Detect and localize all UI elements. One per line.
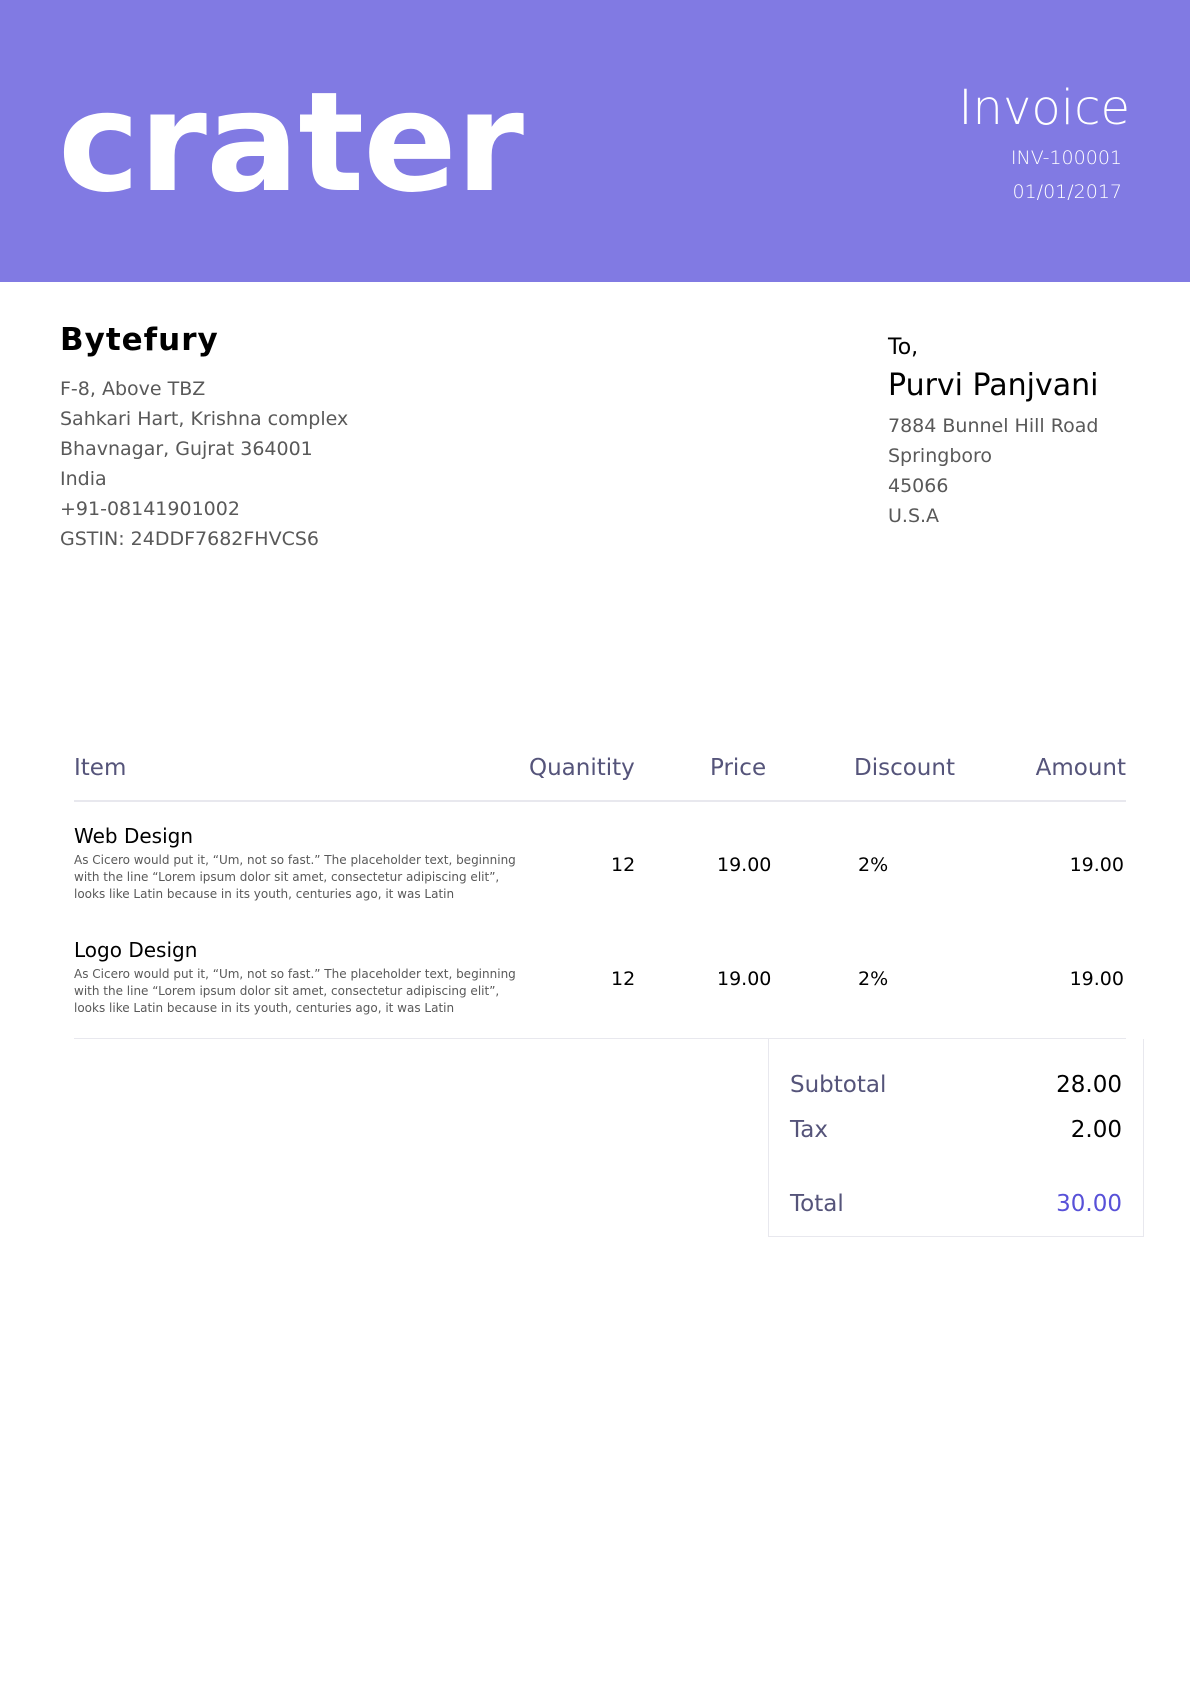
column-header-amount: Amount xyxy=(1035,755,1126,781)
totals-box xyxy=(768,1039,1144,1237)
column-header-quantity: Quanitity xyxy=(529,755,635,781)
column-header-item: Item xyxy=(74,755,127,781)
address-line: Springboro xyxy=(888,445,993,467)
tax-label: Tax xyxy=(790,1117,828,1143)
customer-name: Purvi Panjvani xyxy=(888,368,1099,403)
total-label: Total xyxy=(790,1191,844,1217)
item-discount: 2% xyxy=(858,968,889,990)
total-value: 30.00 xyxy=(1056,1191,1122,1217)
company-phone: +91-08141901002 xyxy=(60,498,240,520)
subtotal-value: 28.00 xyxy=(1056,1072,1122,1098)
address-line: U.S.A xyxy=(888,505,940,527)
address-line: 45066 xyxy=(888,475,949,497)
invoice-title: Invoice xyxy=(958,80,1130,136)
invoice-number: INV-100001 xyxy=(1010,147,1122,169)
item-discount: 2% xyxy=(858,854,889,876)
item-amount: 19.00 xyxy=(1069,968,1124,990)
item-quantity: 12 xyxy=(611,854,636,876)
subtotal-label: Subtotal xyxy=(790,1072,887,1098)
invoice-date: 01/01/2017 xyxy=(1012,181,1122,203)
item-quantity: 12 xyxy=(611,968,636,990)
to-label: To, xyxy=(888,335,919,360)
address-line: 7884 Bunnel Hill Road xyxy=(888,415,1099,437)
item-description: As Cicero would put it, “Um, not so fast… xyxy=(74,967,516,1015)
svg-text:crater: crater xyxy=(58,82,524,202)
item-name: Web Design xyxy=(74,824,194,848)
company-gstin: GSTIN: 24DDF7682FHVCS6 xyxy=(60,528,319,550)
company-name: Bytefury xyxy=(60,322,219,358)
item-amount: 19.00 xyxy=(1069,854,1124,876)
divider xyxy=(74,1038,1126,1039)
invoice-header: crater Invoice INV-100001 01/01/2017 xyxy=(0,0,1190,282)
address-line: F-8, Above TBZ xyxy=(60,378,206,400)
item-name: Logo Design xyxy=(74,938,198,962)
item-price: 19.00 xyxy=(717,968,772,990)
company-address: F-8, Above TBZ Sahkari Hart, Krishna com… xyxy=(60,374,348,554)
item-description: As Cicero would put it, “Um, not so fast… xyxy=(74,853,516,901)
crater-logo: crater xyxy=(58,82,528,202)
address-line: Bhavnagar, Gujrat 364001 xyxy=(60,438,313,460)
column-header-price: Price xyxy=(710,755,767,781)
address-line: India xyxy=(60,468,107,490)
address-line: Sahkari Hart, Krishna complex xyxy=(60,408,349,430)
column-header-discount: Discount xyxy=(854,755,955,781)
customer-address: 7884 Bunnel Hill Road Springboro 45066 U… xyxy=(888,411,1098,531)
divider xyxy=(74,800,1126,802)
item-price: 19.00 xyxy=(717,854,772,876)
tax-value: 2.00 xyxy=(1070,1117,1122,1143)
